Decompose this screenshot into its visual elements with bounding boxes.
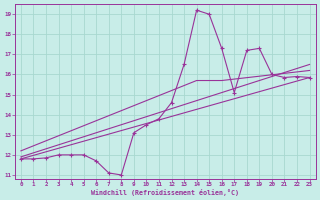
- X-axis label: Windchill (Refroidissement éolien,°C): Windchill (Refroidissement éolien,°C): [91, 189, 239, 196]
